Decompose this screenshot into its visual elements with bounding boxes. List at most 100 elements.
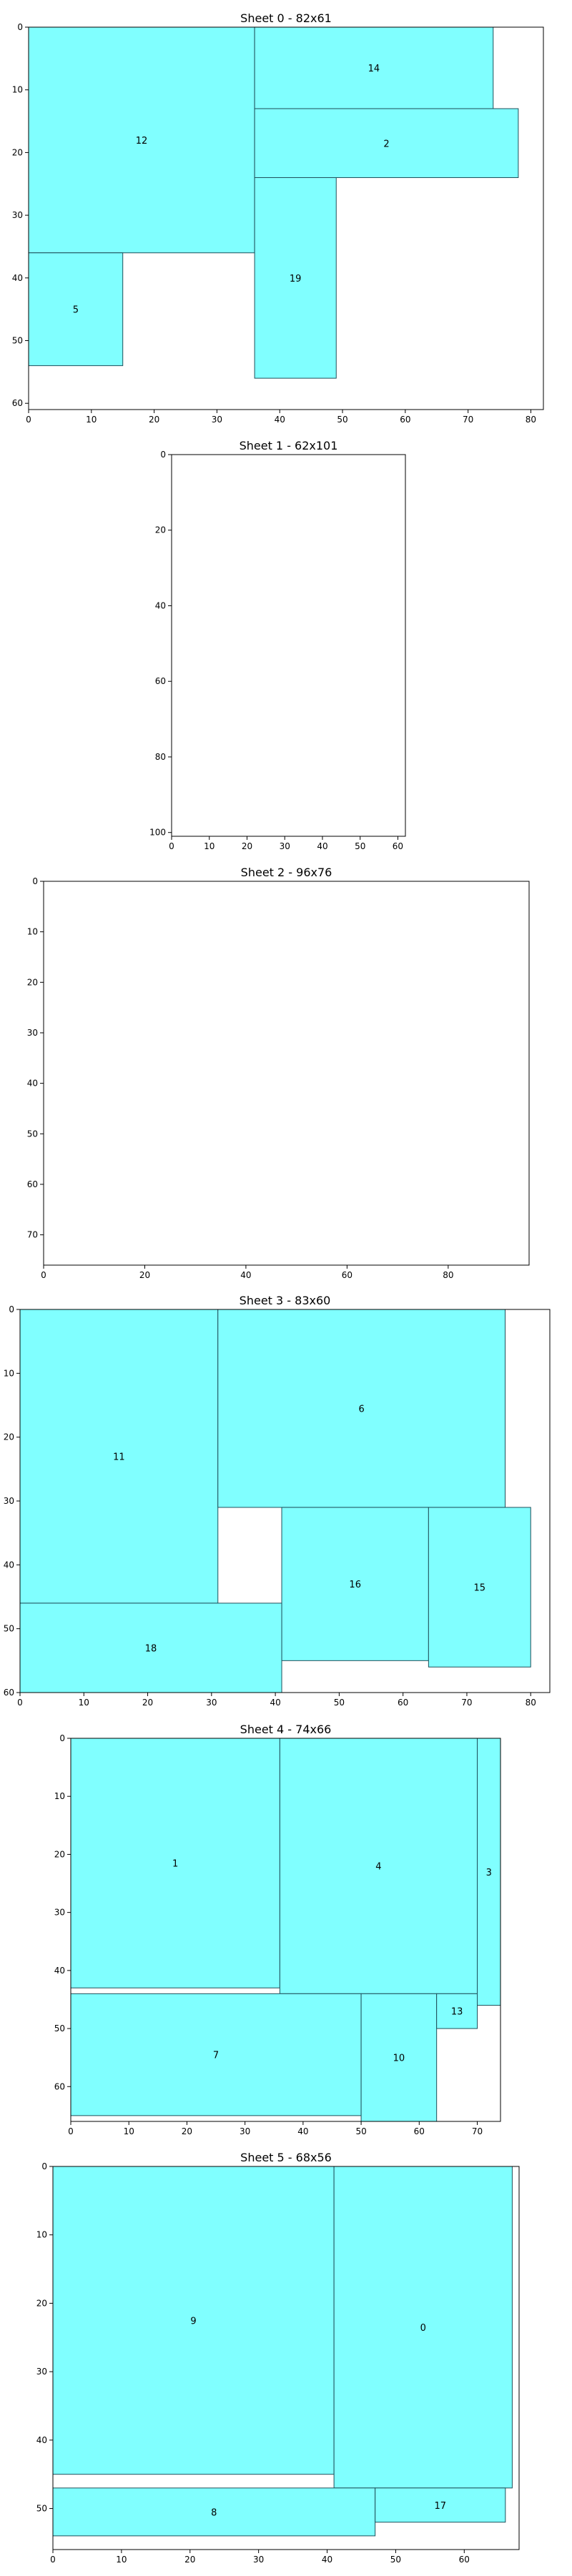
x-tick-label: 60: [459, 2555, 470, 2565]
x-tick-label: 70: [463, 415, 473, 425]
y-tick-label: 20: [27, 977, 38, 987]
sheet-panel-3: Sheet 3 - 83x60 11 6 16 15 18 0 10 20 30 40 50 60 70…: [4, 1294, 551, 1708]
sheet-title-0: Sheet 0 - 82x61: [240, 11, 332, 25]
x-tick-label: 20: [149, 415, 159, 425]
sheet-title-5: Sheet 5 - 68x56: [240, 2151, 332, 2164]
sheet-frame: [28, 26, 544, 410]
x-tick-label: 10: [86, 415, 97, 425]
y-tick-label: 10: [36, 2230, 47, 2240]
x-tick-label: 60: [342, 1270, 352, 1280]
x-tick-label: 40: [270, 1698, 280, 1708]
piece-label-4: 4: [375, 1862, 381, 1873]
sheet-frame: [70, 1738, 501, 2122]
piece-12: [28, 26, 255, 254]
piece-label-11: 11: [113, 1452, 125, 1462]
y-tick-label: 60: [4, 1688, 14, 1698]
y-tick-label: 100: [149, 828, 166, 838]
y-tick-label: 0: [9, 1304, 14, 1314]
piece-label-0: 0: [420, 2323, 426, 2334]
y-tick-label: 50: [36, 2504, 47, 2514]
sheet-title-3: Sheet 3 - 83x60: [240, 1294, 331, 1307]
piece-label-6: 6: [358, 1404, 364, 1415]
piece-label-19: 19: [290, 274, 302, 284]
y-tick-label: 40: [36, 2435, 47, 2445]
sheet-frame: [171, 454, 406, 837]
piece-14: [254, 26, 494, 109]
x-tick-label: 50: [334, 1698, 345, 1708]
x-tick-label: 40: [240, 1270, 251, 1280]
y-tick-label: 30: [54, 1908, 65, 1918]
piece-2: [254, 108, 519, 178]
x-tick-label: 20: [139, 1270, 150, 1280]
x-tick-label: 50: [355, 841, 365, 851]
x-tick-label: 20: [182, 2126, 192, 2136]
y-tick-label: 0: [17, 22, 23, 32]
y-tick-label: 10: [12, 85, 23, 95]
y-tick-label: 0: [160, 450, 166, 460]
y-tick-label: 10: [4, 1368, 14, 1378]
x-tick-label: 0: [17, 1698, 23, 1708]
y-tick-label: 40: [27, 1079, 38, 1089]
x-tick-label: 0: [41, 1270, 46, 1280]
piece-label-10: 10: [393, 2054, 405, 2064]
x-tick-label: 20: [184, 2555, 195, 2565]
y-tick-label: 60: [155, 676, 166, 686]
y-tick-label: 80: [155, 752, 166, 762]
y-tick-label: 50: [54, 2023, 65, 2033]
y-tick-label: 70: [27, 1230, 38, 1240]
y-tick-label: 0: [41, 2161, 47, 2171]
sheet-title-4: Sheet 4 - 74x66: [240, 1723, 332, 1736]
piece-label-2: 2: [383, 139, 389, 149]
piece-13: [436, 1993, 478, 2029]
piece-9: [52, 2166, 335, 2475]
y-tick-label: 10: [27, 927, 38, 937]
y-tick-label: 60: [54, 2081, 65, 2091]
piece-label-8: 8: [211, 2507, 217, 2518]
piece-label-15: 15: [474, 1583, 486, 1594]
piece-8: [52, 2487, 376, 2537]
x-tick-label: 30: [212, 415, 222, 425]
x-tick-label: 0: [68, 2126, 74, 2136]
sheet-panel-2: Sheet 2 - 96x76 0 20 40 60 80 0 10 20 30 40 50 60 70: [27, 866, 530, 1280]
y-tick-label: 30: [36, 2367, 47, 2377]
y-tick-label: 30: [27, 1028, 38, 1038]
x-tick-label: 30: [253, 2555, 264, 2565]
piece-label-18: 18: [145, 1643, 157, 1654]
x-tick-label: 10: [79, 1698, 89, 1708]
x-tick-label: 70: [472, 2126, 483, 2136]
y-tick-label: 50: [12, 336, 23, 346]
x-tick-label: 10: [124, 2126, 134, 2136]
piece-10: [360, 1993, 438, 2122]
sheet-frame: [43, 881, 530, 1266]
y-tick-label: 0: [59, 1733, 65, 1743]
x-tick-label: 20: [142, 1698, 153, 1708]
x-tick-label: 20: [242, 841, 252, 851]
y-tick-label: 60: [27, 1179, 38, 1189]
piece-label-5: 5: [73, 305, 79, 316]
y-tick-label: 60: [12, 398, 23, 408]
x-tick-label: 10: [204, 841, 214, 851]
sheet-frame: [52, 2166, 520, 2550]
x-tick-label: 10: [116, 2555, 127, 2565]
piece-11: [19, 1309, 219, 1604]
x-tick-label: 60: [393, 841, 403, 851]
y-tick-label: 50: [27, 1129, 38, 1139]
piece-3: [477, 1738, 501, 2006]
piece-7: [70, 1993, 362, 2116]
sheet-title-2: Sheet 2 - 96x76: [241, 866, 332, 879]
x-tick-label: 40: [275, 415, 285, 425]
x-tick-label: 50: [337, 415, 347, 425]
piece-19: [254, 177, 337, 379]
y-tick-label: 40: [4, 1560, 14, 1570]
y-tick-label: 0: [32, 876, 38, 886]
x-tick-label: 0: [26, 415, 31, 425]
x-tick-label: 40: [322, 2555, 332, 2565]
x-tick-label: 50: [390, 2555, 401, 2565]
x-tick-label: 60: [414, 2126, 425, 2136]
y-tick-label: 20: [155, 525, 166, 535]
piece-label-7: 7: [213, 2051, 219, 2061]
y-tick-label: 20: [54, 1849, 65, 1859]
